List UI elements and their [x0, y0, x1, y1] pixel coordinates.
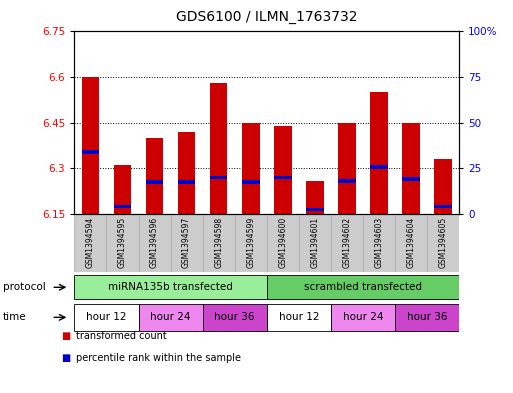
Bar: [395, 215, 427, 272]
Text: ■: ■: [62, 353, 71, 363]
Bar: [435, 205, 452, 208]
Text: GSM1394603: GSM1394603: [374, 217, 384, 268]
Bar: [267, 215, 299, 272]
Bar: [178, 180, 195, 184]
Bar: [306, 181, 324, 214]
Bar: [203, 215, 234, 272]
Text: GSM1394605: GSM1394605: [439, 217, 448, 268]
Bar: [267, 275, 459, 299]
Text: GSM1394599: GSM1394599: [246, 217, 255, 268]
Bar: [338, 179, 356, 182]
Text: hour 36: hour 36: [214, 312, 255, 322]
Text: GSM1394598: GSM1394598: [214, 217, 223, 268]
Text: hour 24: hour 24: [343, 312, 383, 322]
Bar: [331, 215, 363, 272]
Bar: [74, 215, 106, 272]
Text: time: time: [3, 312, 26, 322]
Bar: [146, 138, 163, 214]
Bar: [139, 304, 203, 331]
Text: hour 12: hour 12: [279, 312, 319, 322]
Bar: [146, 180, 163, 184]
Bar: [370, 92, 388, 214]
Text: GSM1394602: GSM1394602: [342, 217, 351, 268]
Text: hour 12: hour 12: [86, 312, 127, 322]
Text: percentile rank within the sample: percentile rank within the sample: [76, 353, 241, 363]
Bar: [267, 304, 331, 331]
Text: scrambled transfected: scrambled transfected: [304, 282, 422, 292]
Bar: [114, 165, 131, 214]
Bar: [363, 215, 395, 272]
Bar: [402, 123, 420, 214]
Bar: [234, 215, 267, 272]
Bar: [242, 180, 260, 184]
Text: GSM1394600: GSM1394600: [278, 217, 287, 268]
Text: GDS6100 / ILMN_1763732: GDS6100 / ILMN_1763732: [176, 9, 358, 24]
Bar: [338, 123, 356, 214]
Text: ■: ■: [62, 331, 71, 341]
Bar: [210, 83, 227, 214]
Bar: [306, 208, 324, 211]
Bar: [427, 215, 459, 272]
Text: transformed count: transformed count: [76, 331, 167, 341]
Bar: [370, 165, 388, 169]
Bar: [74, 275, 267, 299]
Text: hour 24: hour 24: [150, 312, 191, 322]
Bar: [331, 304, 395, 331]
Bar: [299, 215, 331, 272]
Bar: [242, 123, 260, 214]
Bar: [82, 150, 99, 154]
Bar: [210, 176, 227, 180]
Text: GSM1394597: GSM1394597: [182, 217, 191, 268]
Bar: [74, 304, 139, 331]
Text: GSM1394596: GSM1394596: [150, 217, 159, 268]
Bar: [106, 215, 139, 272]
Bar: [274, 176, 291, 180]
Text: GSM1394604: GSM1394604: [406, 217, 416, 268]
Text: miRNA135b transfected: miRNA135b transfected: [108, 282, 233, 292]
Bar: [274, 126, 291, 214]
Bar: [139, 215, 170, 272]
Bar: [435, 160, 452, 214]
Bar: [402, 177, 420, 181]
Bar: [395, 304, 459, 331]
Bar: [82, 77, 99, 214]
Text: protocol: protocol: [3, 282, 45, 292]
Text: GSM1394601: GSM1394601: [310, 217, 320, 268]
Bar: [170, 215, 203, 272]
Text: GSM1394595: GSM1394595: [118, 217, 127, 268]
Bar: [114, 205, 131, 208]
Text: hour 36: hour 36: [407, 312, 447, 322]
Text: GSM1394594: GSM1394594: [86, 217, 95, 268]
Bar: [178, 132, 195, 214]
Bar: [203, 304, 267, 331]
